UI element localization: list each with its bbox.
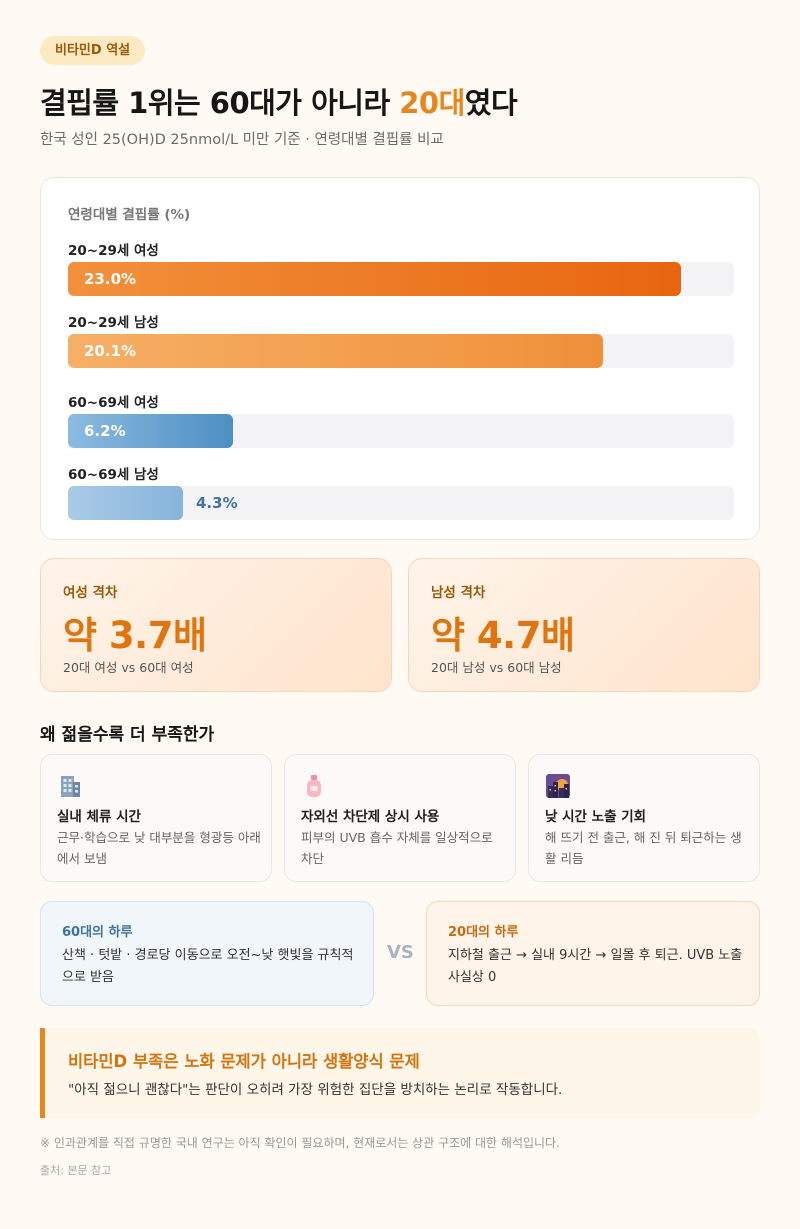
day-desc-20s: 지하철 출근 → 실내 9시간 → 일몰 후 퇴근. UVB 노출 사실상 0 <box>448 948 743 985</box>
reason-title-indoor: 실내 체류 시간 <box>57 809 141 825</box>
female-gap-label: 여성 격차 <box>63 585 118 601</box>
bar-value-f20: 23.0% <box>84 270 137 288</box>
reason-desc-daylight: 해 뜨기 전 출근, 해 진 뒤 퇴근하는 생활 리듬 <box>545 830 742 866</box>
day-desc-60s: 산책 · 텃밭 · 경로당 이동으로 오전~낮 햇빛을 규칙적으로 받음 <box>62 948 354 985</box>
bar-f60 <box>68 414 233 448</box>
bar-track-f20: 23.0% <box>68 262 734 296</box>
reason-desc-indoor: 근무·학습으로 낮 대부분을 형광등 아래에서 보냄 <box>57 830 261 866</box>
male-gap-label: 남성 격차 <box>431 585 486 601</box>
bar-track-m20: 20.1% <box>68 334 734 368</box>
vs-label: VS <box>387 942 414 963</box>
footnote: ※ 인과관계를 직접 규명한 국내 연구는 아직 확인이 필요하며, 현재로서는… <box>40 1136 560 1150</box>
bar-m60 <box>68 486 183 520</box>
office-building-icon <box>57 773 83 799</box>
title-suffix: 였다 <box>464 86 518 120</box>
source-note: 출처: 본문 참고 <box>40 1164 112 1177</box>
day-card-20s: 20대의 하루 지하철 출근 → 실내 9시간 → 일몰 후 퇴근. UVB 노… <box>426 901 760 1006</box>
deficiency-chart-card: 연령대별 결핍률 (%) 20~29세 여성 23.0% 20~29세 남성 2… <box>40 177 760 540</box>
female-gap-note: 20대 여성 vs 60대 여성 <box>63 660 194 675</box>
day-card-60s: 60대의 하루 산책 · 텃밭 · 경로당 이동으로 오전~낮 햇빛을 규칙적으… <box>40 901 374 1006</box>
title-prefix: 결핍률 1위는 60대가 아니라 <box>40 86 400 120</box>
title-highlight: 20대 <box>399 86 465 120</box>
callout-title: 비타민D 부족은 노화 문제가 아니라 생활양식 문제 <box>68 1052 420 1071</box>
bar-track-f60: 6.2% <box>68 414 734 448</box>
section-title: 왜 젊을수록 더 부족한가 <box>40 725 215 745</box>
day-title-20s: 20대의 하루 <box>448 925 519 940</box>
reason-title-daylight: 낮 시간 노출 기회 <box>545 809 647 825</box>
topic-tag: 비타민D 역설 <box>40 36 146 65</box>
female-gap-card: 여성 격차 약 3.7배 20대 여성 vs 60대 여성 <box>40 558 392 692</box>
male-gap-value: 약 4.7배 <box>431 614 575 657</box>
bar-label-m60: 60~69세 남성 <box>68 467 159 483</box>
bar-label-m20: 20~29세 남성 <box>68 315 159 331</box>
reason-title-sunscreen: 자외선 차단제 상시 사용 <box>301 809 440 825</box>
reason-card-indoor: 실내 체류 시간 근무·학습으로 낮 대부분을 형광등 아래에서 보냄 <box>40 754 272 882</box>
bar-f20 <box>68 262 681 296</box>
callout-body: "아직 젊으니 괜찮다"는 판단이 오히려 가장 위험한 집단을 방치하는 논리… <box>68 1082 563 1098</box>
bar-value-m20: 20.1% <box>84 342 137 360</box>
reason-desc-sunscreen: 피부의 UVB 흡수 자체를 일상적으로 차단 <box>301 830 493 866</box>
city-dusk-icon <box>545 773 571 799</box>
bar-value-f60: 6.2% <box>84 422 126 440</box>
conclusion-callout: 비타민D 부족은 노화 문제가 아니라 생활양식 문제 "아직 젊으니 괜찮다"… <box>40 1028 760 1118</box>
page-title: 결핍률 1위는 60대가 아니라 20대였다 <box>40 80 518 122</box>
bar-m20 <box>68 334 603 368</box>
bar-label-f20: 20~29세 여성 <box>68 243 159 259</box>
female-gap-value: 약 3.7배 <box>63 614 207 657</box>
male-gap-note: 20대 남성 vs 60대 남성 <box>431 660 562 675</box>
male-gap-card: 남성 격차 약 4.7배 20대 남성 vs 60대 남성 <box>408 558 760 692</box>
bar-track-m60: 4.3% <box>68 486 734 520</box>
reason-card-sunscreen: 자외선 차단제 상시 사용 피부의 UVB 흡수 자체를 일상적으로 차단 <box>284 754 516 882</box>
bar-value-m60: 4.3% <box>196 494 238 512</box>
chart-title: 연령대별 결핍률 (%) <box>68 207 191 223</box>
day-title-60s: 60대의 하루 <box>62 925 133 940</box>
reason-card-daylight: 낮 시간 노출 기회 해 뜨기 전 출근, 해 진 뒤 퇴근하는 생활 리듬 <box>528 754 760 882</box>
bar-label-f60: 60~69세 여성 <box>68 395 159 411</box>
page-subtitle: 한국 성인 25(OH)D 25nmol/L 미만 기준 · 연령대별 결핍률 … <box>40 132 444 148</box>
sunscreen-lotion-icon <box>301 773 327 799</box>
